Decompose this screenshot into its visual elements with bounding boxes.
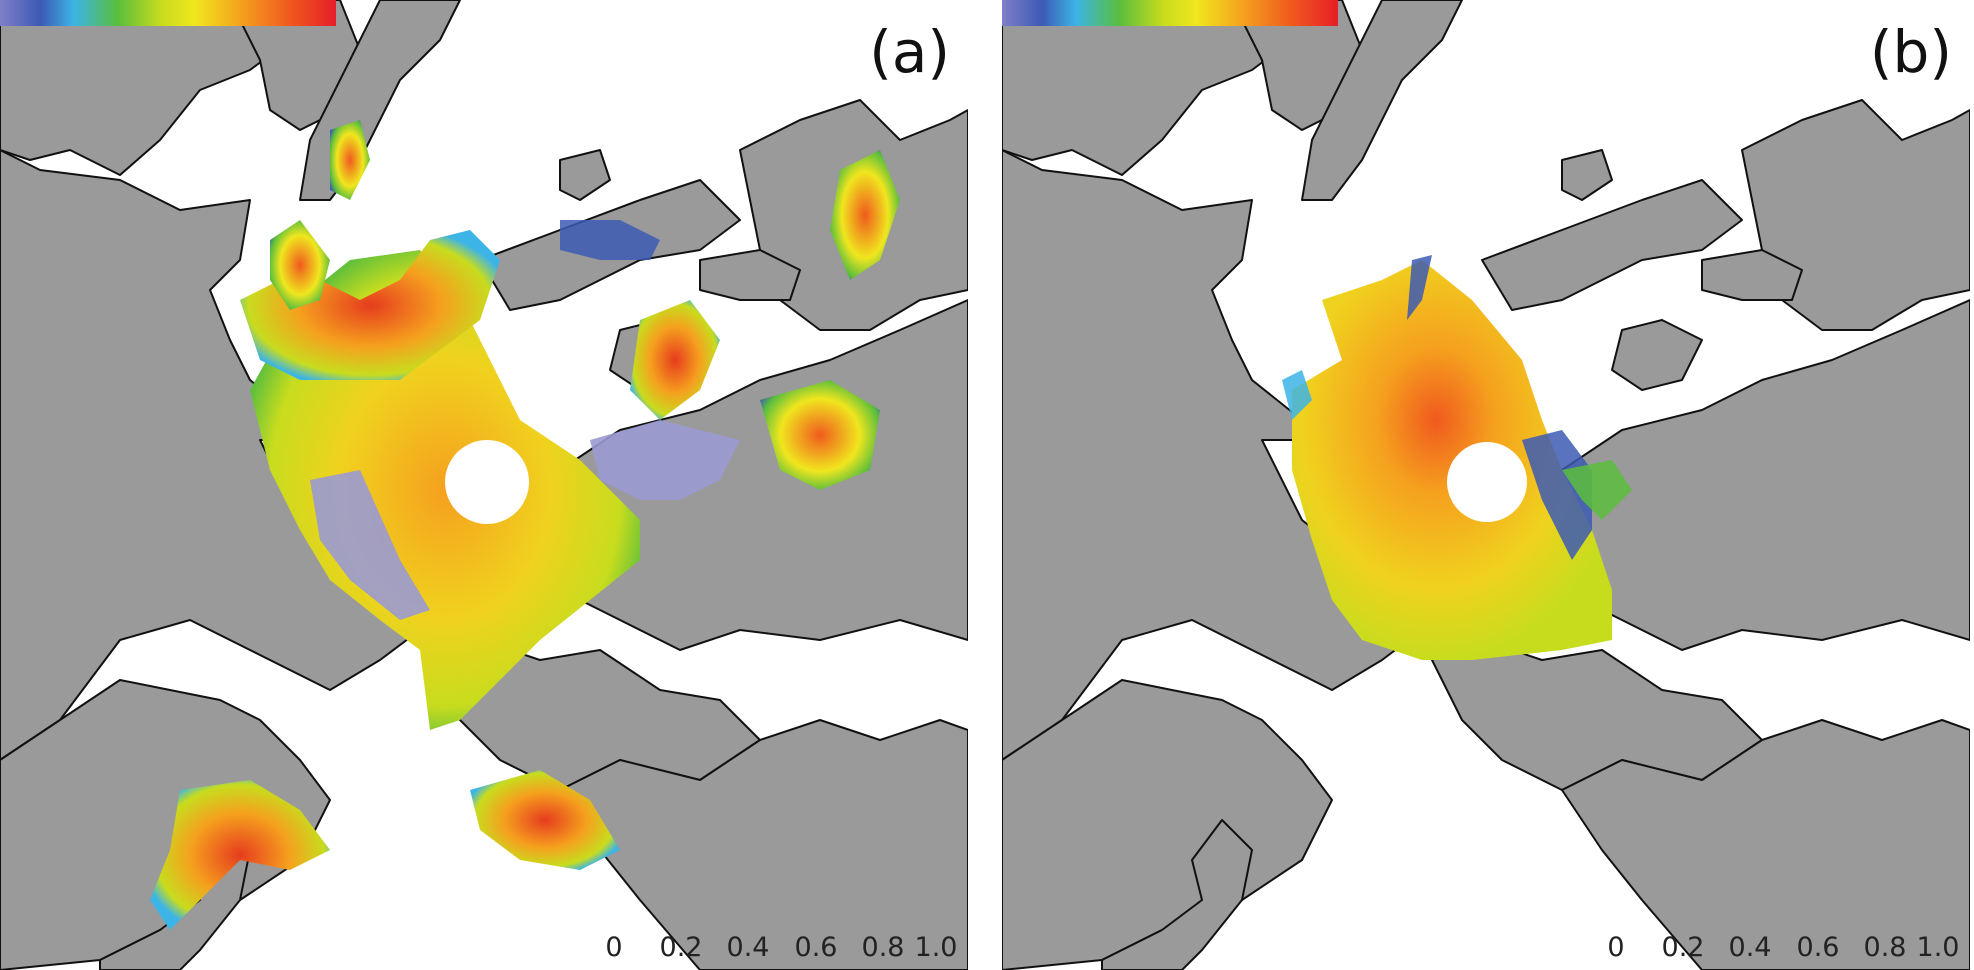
pole-hole	[445, 440, 529, 524]
land-svalbard	[559, 149, 611, 201]
pole-hole	[1447, 442, 1527, 522]
colorbar-tick: 0.2	[1661, 932, 1705, 963]
colorbar-tick: 0.2	[659, 932, 703, 963]
land-layer	[1002, 0, 1970, 970]
colorbar-ticks: 0 0.2 0.4 0.6 0.8 1.0	[605, 932, 957, 966]
map-panel-b: (b) 0 0.2 0.4 0.6 0.8 1.0	[1002, 0, 1970, 970]
ice-greenland-sea	[830, 150, 900, 280]
colorbar-tick: 1.0	[1916, 932, 1960, 963]
panel-label: (a)	[869, 18, 950, 86]
land-novaya-zemlya	[1701, 249, 1803, 301]
ice-barents	[630, 300, 720, 420]
land-canada-arctic	[1301, 0, 1463, 201]
land-islands	[1611, 319, 1703, 391]
ice-concentration-layer	[1282, 255, 1632, 660]
panel-label: (b)	[1869, 18, 1952, 86]
ice-canadian-edge	[1407, 255, 1432, 320]
land-taymyr	[1481, 179, 1743, 311]
ice-kara	[760, 380, 880, 490]
ice-baffin	[270, 220, 330, 310]
ice-siberian-edge	[1522, 430, 1592, 560]
arctic-map-a	[0, 0, 968, 970]
land-novaya-zemlya	[699, 249, 801, 301]
colorbar-ticks: 0 0.2 0.4 0.6 0.8 1.0	[1607, 932, 1959, 966]
colorbar-tick: 0.8	[1863, 932, 1907, 963]
colorbar-tick: 0.4	[1728, 932, 1772, 963]
ice-beaufort-edge	[1282, 370, 1312, 420]
ice-canadian-archipelago	[240, 230, 500, 380]
land-chukotka	[1431, 639, 1763, 791]
ice-laptev-edge	[560, 220, 660, 260]
ice-concentration-layer	[150, 120, 900, 930]
land-kamchatka	[1561, 719, 1970, 970]
land-siberia-north	[559, 299, 968, 651]
colorbar-tick: 0.8	[861, 932, 905, 963]
land-kamchatka	[559, 719, 968, 970]
ice-okhotsk	[150, 780, 330, 930]
ice-laptev-edge	[1562, 460, 1632, 520]
colorbar	[0, 0, 336, 26]
ice-central-arctic	[1292, 260, 1612, 660]
ice-siberian-low	[590, 420, 740, 500]
colorbar	[1002, 0, 1338, 26]
ice-beaufort-low	[310, 470, 430, 620]
ice-bering	[470, 770, 620, 870]
colorbar-tick: 0.4	[726, 932, 770, 963]
land-bering-east	[1101, 819, 1253, 970]
colorbar-tick: 0	[1607, 932, 1625, 963]
colorbar-tick: 0.6	[794, 932, 838, 963]
colorbar-tick: 1.0	[914, 932, 958, 963]
colorbar-tick: 0.6	[1796, 932, 1840, 963]
arctic-map-b	[1002, 0, 1970, 970]
land-svalbard	[1561, 149, 1613, 201]
ice-baffin-north	[330, 120, 370, 200]
map-panel-a: (a) 0 0.2 0.4 0.6 0.8 1.0	[0, 0, 968, 970]
colorbar-tick: 0	[605, 932, 623, 963]
land-west	[1002, 149, 1423, 761]
